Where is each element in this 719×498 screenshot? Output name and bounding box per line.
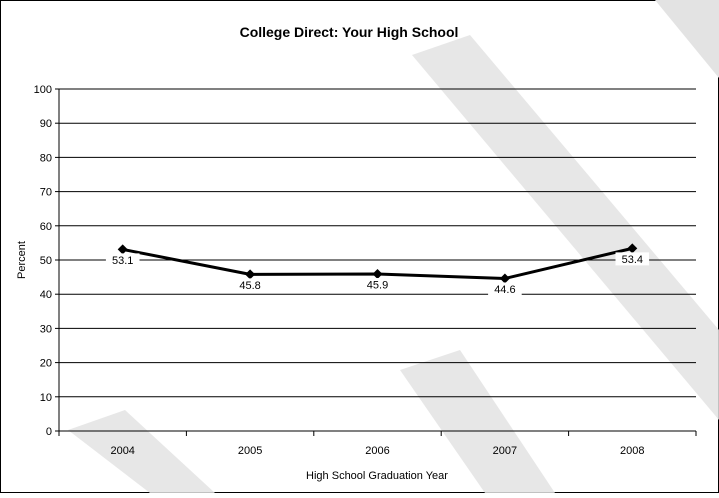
y-tick-label: 10	[40, 392, 52, 404]
x-tick-label: 2006	[365, 445, 389, 457]
data-label: 53.4	[622, 254, 643, 266]
data-point-marker	[117, 244, 128, 255]
data-label: 44.6	[494, 284, 515, 296]
plot-area: 0 10 20 30 40 50 60 70 80 90 100 2004 2005 2006 2007 20…	[34, 84, 697, 457]
data-point-marker	[245, 269, 256, 280]
x-tick-label: 2005	[238, 445, 262, 457]
data-point-marker	[627, 243, 638, 254]
y-tick-label: 80	[40, 152, 52, 164]
y-tick-label: 40	[40, 289, 52, 301]
y-tick-label: 90	[40, 118, 52, 130]
y-tick-label: 70	[40, 187, 52, 199]
data-point-marker	[372, 269, 383, 280]
watermark-band-bottom-right	[400, 350, 555, 493]
data-label: 53.1	[112, 255, 133, 267]
data-label-background	[488, 282, 522, 296]
y-tick-label: 20	[40, 358, 52, 370]
data-label: 45.9	[367, 280, 388, 292]
y-tick-label: 0	[46, 426, 52, 438]
x-tick-label: 2007	[493, 445, 517, 457]
data-label-background	[615, 252, 650, 266]
x-axis-title: High School Graduation Year	[306, 470, 448, 482]
data-point-marker	[499, 273, 510, 284]
y-tick-label: 100	[34, 84, 52, 96]
watermark-band-top	[655, 0, 719, 78]
y-tick-label: 60	[40, 221, 52, 233]
x-tick-label: 2004	[110, 445, 134, 457]
watermark-bands	[68, 0, 719, 493]
data-label: 45.8	[239, 280, 260, 292]
chart-title: College Direct: Your High School	[240, 24, 459, 40]
data-label-background	[105, 253, 140, 267]
y-axis-title: Percent	[16, 241, 28, 279]
data-label-background	[233, 278, 267, 292]
y-tick-label: 30	[40, 323, 52, 335]
x-tick-label: 2008	[620, 445, 644, 457]
y-tick-label: 50	[40, 255, 52, 267]
data-label-background	[360, 278, 395, 292]
watermark-band-middle	[412, 35, 719, 420]
